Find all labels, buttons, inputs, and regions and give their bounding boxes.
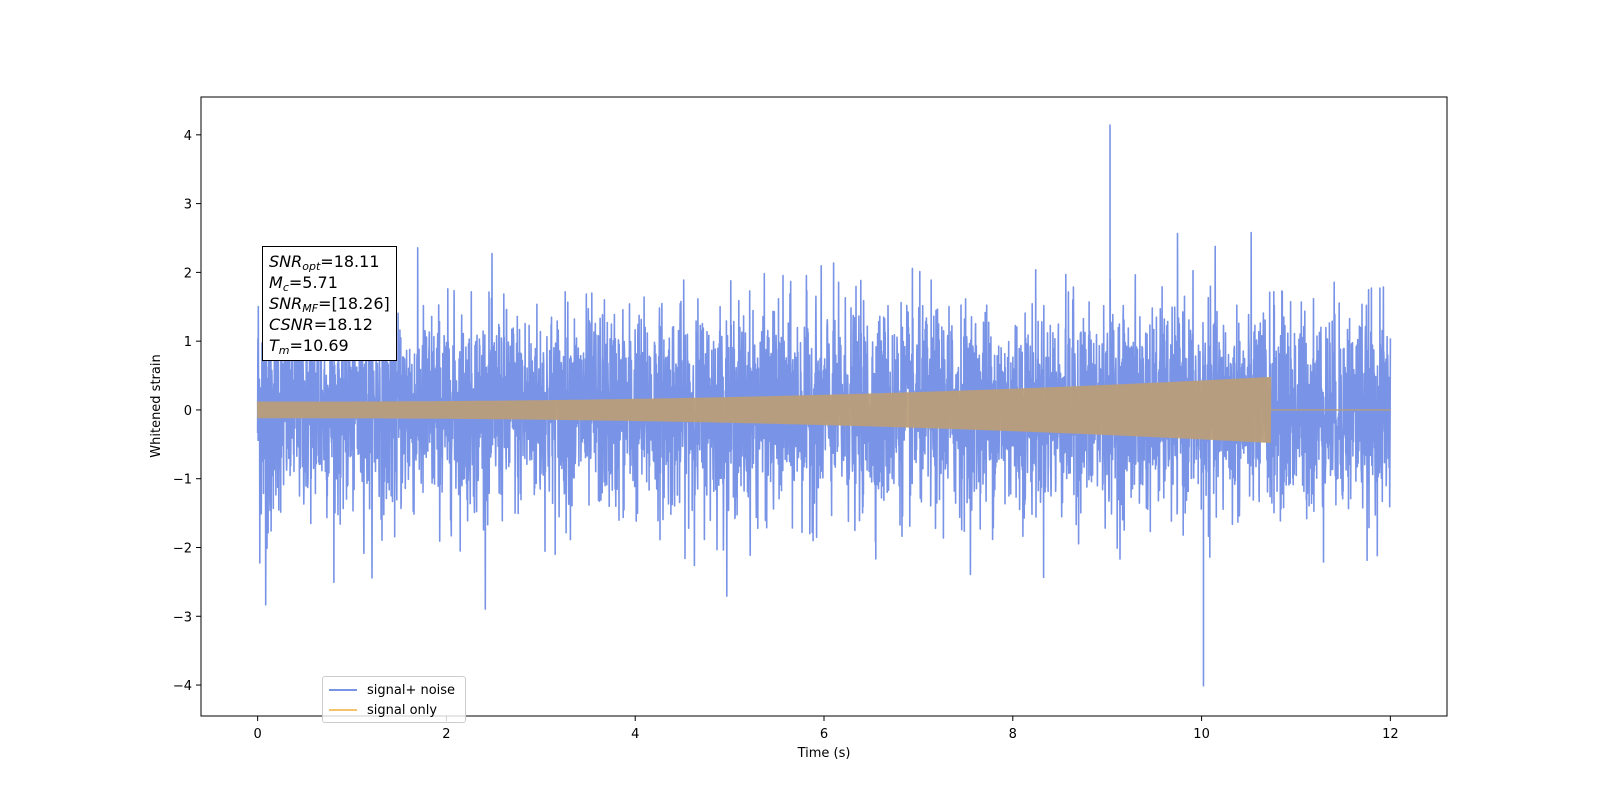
annotation-line: SNRopt=18.11 [269,251,390,272]
annotation-value: =10.69 [289,336,349,355]
annotation-symbol: SNR [269,294,303,313]
annotation-symbol: CSNR [269,315,314,334]
legend-label-signal-noise: signal+ noise [367,682,456,698]
legend: signal+ noise signal only [322,676,466,723]
legend-swatch-signal-noise [329,689,357,691]
x-tick-label: 8 [1009,727,1017,742]
annotation-symbol: T [269,336,279,355]
annotation-line: Tm=10.69 [269,335,390,356]
y-tick-label: 2 [184,266,192,281]
x-axis-label: Time (s) [797,746,851,761]
y-tick-label: 0 [184,404,192,419]
y-tick-label: 1 [184,335,192,350]
y-axis-label: Whitened strain [149,354,164,457]
annotation-value: =18.12 [313,315,373,334]
annotation-line: SNRMF=[18.26] [269,293,390,314]
annotation-symbol: SNR [269,252,303,271]
series-layer [256,124,1392,687]
annotation-value: =18.11 [320,252,380,271]
legend-label-signal-only: signal only [367,702,438,718]
y-tick-label: 4 [184,129,192,144]
annotation-value: =[18.26] [318,294,390,313]
annotation-line: Mc=5.71 [269,272,390,293]
x-tick-label: 2 [442,727,450,742]
y-tick-label: −2 [173,541,192,556]
annotation-line: CSNR=18.12 [269,314,390,335]
legend-item-signal-only: signal only [329,701,437,719]
y-tick-label: −3 [173,610,192,625]
x-tick-label: 0 [253,727,261,742]
y-tick-label: 3 [184,198,192,213]
y-tick-label: −4 [173,679,192,694]
annotation-value: =5.71 [288,273,338,292]
annotation-subscript: m [278,344,290,357]
x-tick-label: 12 [1382,727,1399,742]
annotation-subscript: MF [302,302,319,315]
series-signal-only-line [256,376,1391,443]
x-tick-label: 6 [820,727,828,742]
annotation-box: SNRopt=18.11 Mc=5.71 SNRMF=[18.26] CSNR=18.… [262,246,397,361]
y-tick-label: −1 [173,473,192,488]
legend-swatch-signal-only [329,709,357,711]
x-tick-label: 4 [631,727,639,742]
annotation-symbol: M [269,273,283,292]
annotation-subscript: c [282,281,289,294]
legend-item-signal-noise: signal+ noise [329,681,455,699]
x-tick-label: 10 [1193,727,1210,742]
annotation-subscript: opt [302,260,321,273]
